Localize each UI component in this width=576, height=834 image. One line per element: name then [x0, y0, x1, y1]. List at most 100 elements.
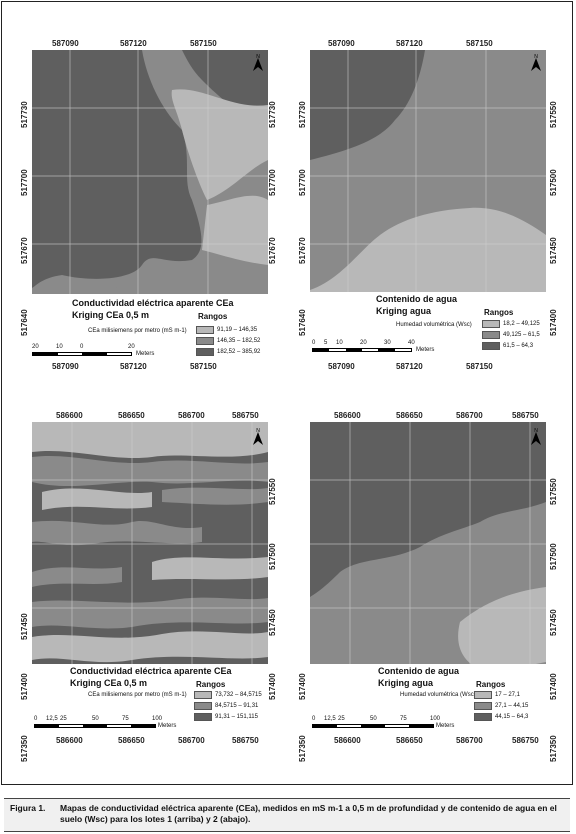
left-tick: 517350 [20, 735, 29, 762]
legend: Contenido de agua Kriging agua Rangos Hu… [310, 664, 546, 732]
legend-swatch [474, 713, 492, 721]
legend-rangos: Rangos [484, 308, 514, 317]
bottom-tick: 587150 [190, 362, 217, 371]
bottom-tick: 587150 [466, 362, 493, 371]
svg-text:N: N [534, 428, 538, 434]
legend-item: 84,5715 – 91,31 [194, 702, 258, 710]
legend-title: Contenido de agua [376, 294, 457, 304]
right-tick: 517550 [549, 478, 558, 505]
bottom-tick: 586600 [56, 736, 83, 745]
left-tick: 517700 [298, 169, 307, 196]
bottom-tick: 586650 [118, 736, 145, 745]
right-tick: 517500 [549, 543, 558, 570]
legend-units: Humedad volumétrica (Wsc) [396, 322, 472, 328]
bottom-tick: 586650 [396, 736, 423, 745]
legend-subtitle: Kriging agua [378, 678, 434, 688]
left-tick: 517640 [20, 309, 29, 336]
legend-item: 18,2 – 49,125 [482, 320, 540, 328]
legend-subtitle: Kriging CEa 0,5 m [70, 678, 148, 688]
legend-item: 182,52 – 385,92 [196, 348, 260, 356]
north-arrow-icon: N [531, 428, 541, 445]
figure-label: Figura 1. [10, 803, 46, 813]
right-tick: 517500 [268, 543, 277, 570]
legend-units: CEa milisiemens por metro (mS m-1) [88, 328, 187, 334]
svg-text:N: N [256, 54, 260, 60]
top-tick: 586750 [512, 411, 539, 420]
right-tick: 517400 [268, 673, 277, 700]
legend-swatch [194, 702, 212, 710]
right-tick: 517400 [549, 673, 558, 700]
legend: Contenido de agua Kriging agua Rangos Hu… [310, 292, 546, 360]
legend-item: 44,15 – 64,3 [474, 713, 528, 721]
left-tick: 517400 [20, 673, 29, 700]
bottom-tick: 586750 [512, 736, 539, 745]
top-tick: 586700 [456, 411, 483, 420]
scale-bar: 20 10 0 20 Meters [32, 344, 155, 357]
legend-swatch [194, 713, 212, 721]
top-tick: 587090 [52, 39, 79, 48]
legend-swatch [482, 342, 500, 350]
bottom-tick: 587120 [120, 362, 147, 371]
legend-swatch [482, 320, 500, 328]
bottom-tick: 586600 [334, 736, 361, 745]
legend-item: 61,5 – 64,3 [482, 342, 533, 350]
north-arrow-icon: N [531, 54, 541, 71]
legend-item: 146,35 – 182,52 [196, 337, 260, 345]
legend-item: 49,125 – 61,5 [482, 331, 540, 339]
right-tick: 517450 [549, 237, 558, 264]
top-tick: 586700 [178, 411, 205, 420]
legend-swatch [474, 691, 492, 699]
svg-text:N: N [534, 54, 538, 60]
legend-item: 27,1 – 44,15 [474, 702, 528, 710]
legend: Conductividad eléctrica aparente CEa Kri… [32, 294, 268, 360]
right-tick: 517550 [549, 101, 558, 128]
right-tick: 517550 [268, 478, 277, 505]
top-tick: 586750 [232, 411, 259, 420]
legend-swatch [482, 331, 500, 339]
legend-units: CEa milisiemens por metro (mS m-1) [88, 692, 187, 698]
legend-swatch [194, 691, 212, 699]
legend-subtitle: Kriging CEa 0,5 m [72, 310, 150, 320]
top-tick: 587090 [328, 39, 355, 48]
left-tick: 517730 [20, 101, 29, 128]
bottom-tick: 587120 [396, 362, 423, 371]
top-tick: 587120 [396, 39, 423, 48]
legend-rangos: Rangos [196, 680, 226, 689]
bottom-tick: 587090 [328, 362, 355, 371]
top-tick: 587120 [120, 39, 147, 48]
legend-swatch [474, 702, 492, 710]
top-tick: 587150 [190, 39, 217, 48]
figure-caption: Figura 1. Mapas de conductividad eléctri… [4, 798, 570, 832]
left-tick: 517730 [298, 101, 307, 128]
left-tick: 517640 [298, 309, 307, 336]
right-tick: 517350 [549, 735, 558, 762]
bottom-tick: 586700 [456, 736, 483, 745]
top-tick: 586600 [334, 411, 361, 420]
svg-text:N: N [256, 428, 260, 434]
top-tick: 587150 [466, 39, 493, 48]
legend-title: Conductividad eléctrica aparente CEa [72, 298, 234, 308]
scale-bar: 0 12,5 25 50 75 100 Meters [312, 716, 455, 729]
legend-swatch [196, 337, 214, 345]
scale-bar: 0 5 10 20 30 40 Meters [312, 340, 435, 353]
legend-units: Humedad volumétrica (Wsc) [400, 692, 476, 698]
legend-swatch [196, 326, 214, 334]
top-tick: 586600 [56, 411, 83, 420]
top-tick: 586650 [396, 411, 423, 420]
left-tick: 517450 [20, 613, 29, 640]
legend-item: 17 – 27,1 [474, 691, 520, 699]
top-tick: 586650 [118, 411, 145, 420]
legend: Conductividad eléctrica aparente CEa Kri… [32, 664, 268, 732]
legend-item: 73,732 – 84,5715 [194, 691, 262, 699]
scale-bar: 0 12,5 25 50 75 100 Meters [34, 716, 177, 729]
left-tick: 517670 [298, 237, 307, 264]
legend-rangos: Rangos [476, 680, 506, 689]
legend-item: 91,31 – 151,115 [194, 713, 258, 721]
left-tick: 517350 [298, 735, 307, 762]
right-tick: 517450 [268, 609, 277, 636]
legend-title: Contenido de agua [378, 666, 459, 676]
left-tick: 517400 [298, 673, 307, 700]
right-tick: 517730 [268, 101, 277, 128]
legend-rangos: Rangos [198, 312, 228, 321]
bottom-tick: 586700 [178, 736, 205, 745]
